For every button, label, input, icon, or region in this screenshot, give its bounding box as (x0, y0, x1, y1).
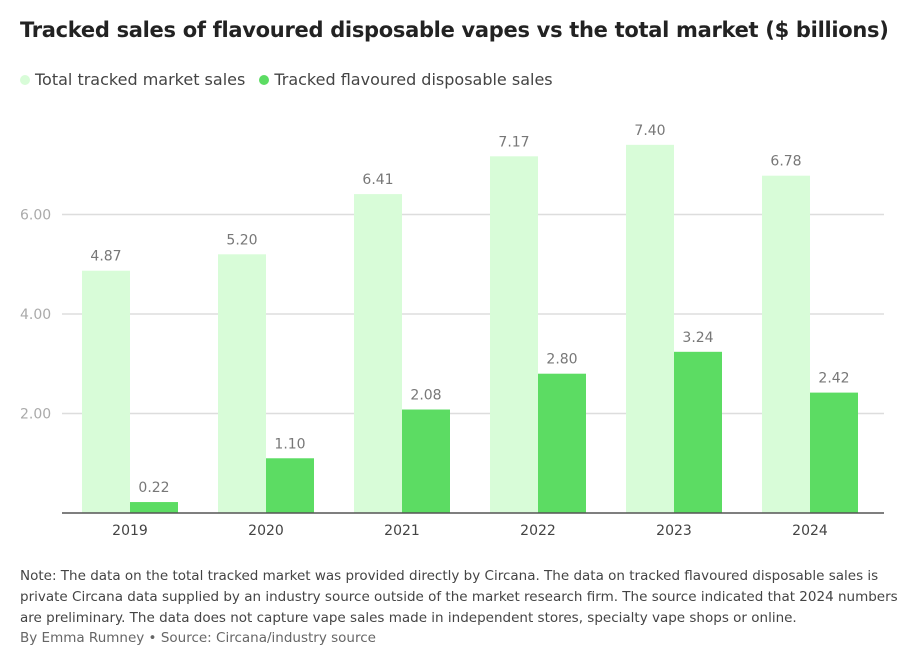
data-label: 2.80 (546, 352, 577, 368)
bar-total (82, 270, 130, 513)
data-label: 0.22 (138, 480, 169, 496)
legend-label-total: Total tracked market sales (35, 70, 246, 89)
bar-flavoured (266, 458, 314, 513)
legend-swatch-total (20, 74, 30, 85)
legend-label-flavoured: Tracked flavoured disposable sales (274, 70, 553, 89)
data-label: 4.87 (90, 249, 121, 265)
data-label: 6.78 (770, 154, 801, 170)
bar-total (490, 156, 538, 514)
data-label: 7.40 (634, 123, 665, 139)
bar-chart: 2.00 4.00 6.00 4.87 0.22 2019 5.20 1.10 2020 6.41… (20, 123, 884, 539)
bar-flavoured (538, 373, 586, 513)
bar-total (762, 175, 810, 513)
y-tick-label: 2.00 (20, 407, 51, 423)
x-tick-label: 2024 (792, 523, 828, 539)
y-tick-label: 4.00 (20, 307, 51, 323)
data-label: 7.17 (498, 134, 529, 150)
x-tick-label: 2023 (656, 523, 692, 539)
bar-flavoured (402, 409, 450, 513)
bar-total (354, 194, 402, 514)
byline: By Emma Rumney • Source: Circana/industr… (20, 630, 376, 646)
data-label: 2.42 (818, 371, 849, 387)
chart-title: Tracked sales of flavoured disposable va… (20, 18, 889, 42)
data-label: 5.20 (226, 232, 257, 248)
bar-flavoured (674, 351, 722, 513)
legend: Total tracked market sales Tracked flavo… (20, 70, 553, 89)
data-label: 3.24 (682, 330, 713, 346)
legend-swatch-flavoured (259, 74, 270, 85)
data-label: 1.10 (274, 436, 305, 452)
x-tick-label: 2020 (248, 523, 284, 539)
chart-note: Note: The data on the total tracked mark… (20, 568, 898, 626)
bar-total (626, 144, 674, 513)
bar-total (218, 254, 266, 514)
x-tick-label: 2019 (112, 523, 148, 539)
y-tick-label: 6.00 (20, 208, 51, 224)
legend-item-total: Total tracked market sales (20, 70, 245, 89)
x-tick-label: 2022 (520, 523, 556, 539)
bar-flavoured (130, 502, 178, 513)
legend-item-flavoured: Tracked flavoured disposable sales (259, 70, 553, 89)
data-label: 2.08 (410, 388, 441, 404)
bar-flavoured (810, 392, 858, 513)
data-label: 6.41 (362, 172, 393, 188)
x-tick-label: 2021 (384, 523, 420, 539)
